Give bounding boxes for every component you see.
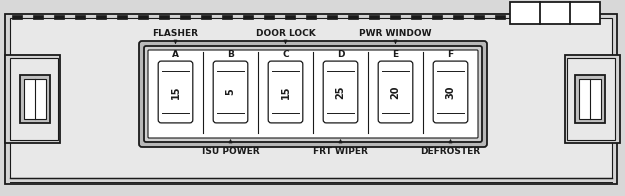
Bar <box>159 15 169 19</box>
Bar <box>348 15 358 19</box>
Bar <box>201 15 211 19</box>
Bar <box>5 14 617 184</box>
Bar <box>432 15 442 19</box>
Bar <box>516 15 526 19</box>
Text: 5: 5 <box>226 89 236 95</box>
Bar <box>5 55 60 143</box>
Bar <box>24 79 46 119</box>
Text: 25: 25 <box>336 85 346 99</box>
Text: FRT WIPER: FRT WIPER <box>313 147 368 156</box>
Text: 15: 15 <box>171 85 181 99</box>
Bar <box>117 15 127 19</box>
Bar <box>10 58 58 140</box>
FancyBboxPatch shape <box>148 50 478 138</box>
Text: E: E <box>392 50 399 59</box>
Bar <box>495 15 505 19</box>
Text: 20: 20 <box>391 85 401 99</box>
Text: F: F <box>448 50 454 59</box>
FancyBboxPatch shape <box>213 61 248 123</box>
Text: 15: 15 <box>281 85 291 99</box>
Bar <box>390 15 400 19</box>
Text: DEFROSTER: DEFROSTER <box>421 147 481 156</box>
Text: ISU POWER: ISU POWER <box>202 147 259 156</box>
Text: D: D <box>337 50 344 59</box>
Bar <box>453 15 463 19</box>
Bar <box>222 15 232 19</box>
Bar <box>33 15 43 19</box>
Bar <box>306 15 316 19</box>
Bar <box>510 2 600 24</box>
Bar <box>411 15 421 19</box>
Bar <box>474 15 484 19</box>
FancyBboxPatch shape <box>268 61 302 123</box>
Bar <box>180 15 190 19</box>
Text: PWR WINDOW: PWR WINDOW <box>359 29 432 38</box>
FancyBboxPatch shape <box>139 41 487 147</box>
Text: A: A <box>172 50 179 59</box>
Bar <box>565 55 620 143</box>
FancyBboxPatch shape <box>323 61 357 123</box>
FancyBboxPatch shape <box>158 61 192 123</box>
Bar <box>138 15 148 19</box>
Text: FLASHER: FLASHER <box>152 29 199 38</box>
Text: B: B <box>227 50 234 59</box>
Bar <box>579 79 601 119</box>
Text: DOOR LOCK: DOOR LOCK <box>256 29 316 38</box>
Bar <box>75 15 85 19</box>
Bar <box>96 15 106 19</box>
FancyBboxPatch shape <box>144 46 482 142</box>
Text: 30: 30 <box>446 85 456 99</box>
Bar <box>54 15 64 19</box>
Bar <box>264 15 274 19</box>
FancyBboxPatch shape <box>378 61 412 123</box>
Bar <box>575 75 605 123</box>
Bar <box>567 58 615 140</box>
Bar <box>285 15 295 19</box>
Bar <box>369 15 379 19</box>
Bar <box>12 15 22 19</box>
Bar <box>20 75 50 123</box>
Bar <box>10 18 612 178</box>
Text: C: C <box>282 50 289 59</box>
Bar <box>327 15 337 19</box>
Bar <box>243 15 253 19</box>
FancyBboxPatch shape <box>433 61 468 123</box>
